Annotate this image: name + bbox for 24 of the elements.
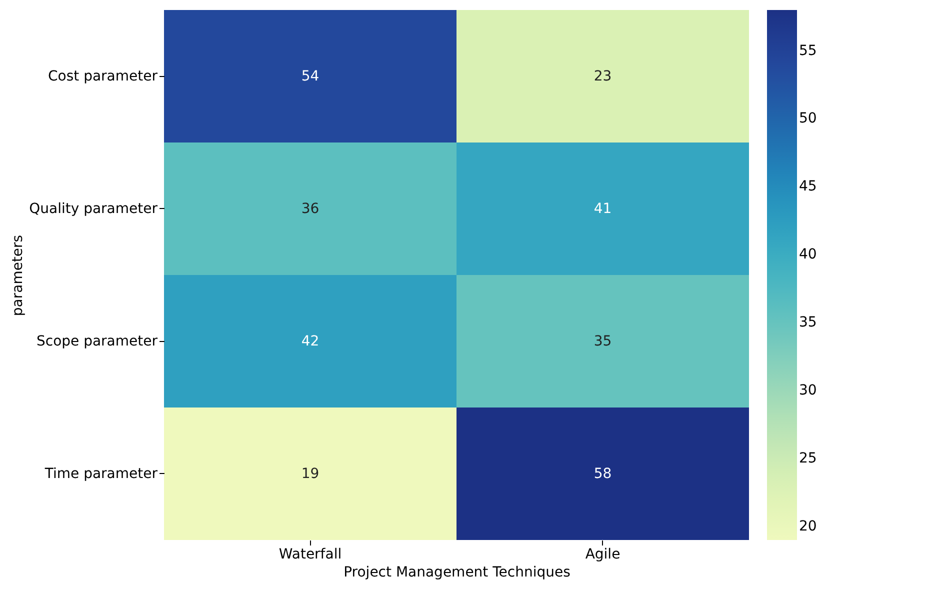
data-label: 19: [301, 466, 320, 482]
y-axis-title: parameters: [10, 234, 26, 316]
data-label: 54: [301, 68, 320, 84]
color-bar-label: 45: [799, 178, 817, 195]
data-label: 58: [594, 466, 612, 482]
color-bar-label: 40: [799, 246, 817, 263]
data-label: 35: [594, 333, 612, 350]
y-tick-label: Cost parameter: [48, 68, 158, 84]
data-label: 41: [594, 200, 612, 217]
color-bar-label: 35: [799, 314, 817, 331]
color-bar-label: 50: [799, 110, 817, 127]
color-bar-label: 30: [799, 382, 817, 399]
y-tick-label: Scope parameter: [36, 333, 158, 350]
data-label: 23: [594, 68, 612, 84]
x-axis-title: Project Management Techniques: [344, 564, 570, 580]
y-tick-label: Quality parameter: [29, 200, 158, 217]
color-bar-label: 25: [799, 450, 817, 466]
y-tick-label: Time parameter: [44, 466, 158, 482]
data-label: 36: [301, 200, 320, 217]
color-bar-label: 20: [799, 518, 817, 534]
x-tick-label: Agile: [585, 546, 620, 562]
color-bar-label: 55: [799, 42, 817, 59]
data-label: 42: [301, 333, 320, 350]
x-tick-label: Waterfall: [278, 546, 342, 562]
